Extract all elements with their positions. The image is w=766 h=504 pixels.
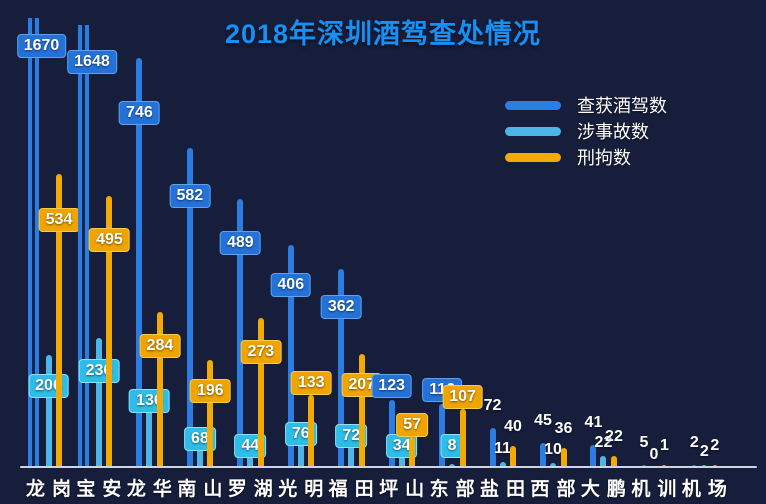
legend-item-accidents[interactable]: 涉事故数 bbox=[505, 118, 667, 144]
value-label-checked-南山: 582 bbox=[169, 183, 211, 208]
x-axis-label-西部: 西部 bbox=[530, 479, 583, 500]
value-label-checked-盐田: 72 bbox=[483, 397, 502, 415]
value-label-detained-东部: 107 bbox=[442, 385, 483, 410]
value-label-detained-南山: 196 bbox=[189, 378, 231, 403]
x-axis-label-坪山: 坪山 bbox=[379, 479, 432, 500]
bar-accidents-龙华[interactable] bbox=[146, 393, 153, 468]
bar-checked-西部[interactable] bbox=[540, 443, 546, 468]
x-axis-label-龙华: 龙华 bbox=[126, 479, 179, 500]
bar-accidents-大鹏[interactable] bbox=[600, 455, 607, 468]
x-axis-label-盐田: 盐田 bbox=[480, 479, 533, 500]
bar-detained-福田[interactable] bbox=[358, 354, 365, 468]
value-label-checked-罗湖: 489 bbox=[219, 230, 261, 255]
bar-checked-福田[interactable] bbox=[338, 268, 345, 468]
value-label-detained-罗湖: 273 bbox=[240, 339, 282, 364]
value-label-detained-西部: 36 bbox=[554, 420, 573, 438]
chart-legend: 查获酒驾数涉事故数刑拘数 bbox=[505, 92, 667, 170]
legend-marker-detained bbox=[505, 152, 561, 162]
legend-label-accidents: 涉事故数 bbox=[577, 122, 649, 142]
value-label-checked-宝安: 1648 bbox=[67, 50, 117, 74]
value-label-detained-坪山: 57 bbox=[396, 412, 429, 437]
legend-marker-accidents bbox=[505, 126, 561, 136]
bar-detained-南山[interactable] bbox=[207, 360, 214, 468]
bar-accidents-龙岗[interactable] bbox=[45, 354, 52, 468]
bar-checked-大鹏[interactable] bbox=[590, 445, 597, 468]
value-label-accidents-盐田: 11 bbox=[494, 439, 512, 457]
value-label-checked-机场: 2 bbox=[689, 434, 699, 451]
bar-detained-罗湖[interactable] bbox=[257, 317, 264, 468]
bar-detained-龙华[interactable] bbox=[156, 311, 163, 468]
value-label-accidents-机训: 0 bbox=[649, 446, 659, 463]
value-label-detained-盐田: 40 bbox=[504, 418, 522, 435]
legend-marker-checked bbox=[505, 100, 561, 110]
bar-detained-宝安[interactable] bbox=[106, 195, 113, 468]
bar-detained-坪山[interactable] bbox=[409, 436, 416, 468]
x-axis-label-罗湖: 罗湖 bbox=[227, 479, 280, 500]
legend-item-detained[interactable]: 刑拘数 bbox=[505, 144, 667, 170]
value-label-checked-龙岗: 1670 bbox=[16, 34, 67, 58]
legend-label-checked: 查获酒驾数 bbox=[577, 96, 667, 116]
bar-detained-光明[interactable] bbox=[308, 394, 315, 468]
bar-detained-西部[interactable] bbox=[560, 448, 567, 468]
bar-checked-宝安[interactable] bbox=[78, 25, 90, 468]
value-label-accidents-龙岗: 206 bbox=[28, 373, 69, 398]
bar-detained-大鹏[interactable] bbox=[610, 455, 617, 468]
bar-checked-罗湖[interactable] bbox=[237, 199, 244, 468]
x-axis-label-光明: 光明 bbox=[278, 479, 331, 500]
value-label-detained-大鹏: 22 bbox=[605, 427, 623, 445]
value-label-accidents-西部: 10 bbox=[544, 440, 562, 458]
value-label-accidents-机场: 2 bbox=[699, 443, 709, 460]
x-axis-label-福田: 福田 bbox=[328, 479, 381, 500]
x-axis-label-龙岗: 龙岗 bbox=[25, 479, 79, 500]
value-label-checked-坪山: 123 bbox=[371, 374, 412, 399]
value-label-checked-西部: 45 bbox=[534, 412, 552, 430]
bar-detained-东部[interactable] bbox=[459, 409, 466, 468]
legend-label-detained: 刑拘数 bbox=[577, 148, 631, 168]
value-label-detained-宝安: 495 bbox=[89, 227, 130, 252]
bar-checked-盐田[interactable] bbox=[489, 428, 496, 468]
value-label-detained-龙华: 284 bbox=[139, 334, 181, 359]
bar-checked-龙岗[interactable] bbox=[28, 18, 39, 468]
bar-checked-龙华[interactable] bbox=[136, 57, 143, 468]
value-label-accidents-龙华: 136 bbox=[129, 389, 170, 414]
value-label-detained-光明: 133 bbox=[290, 370, 332, 395]
bar-accidents-坪山[interactable] bbox=[398, 449, 405, 468]
bar-accidents-盐田[interactable] bbox=[499, 461, 506, 468]
value-label-checked-大鹏: 41 bbox=[584, 414, 603, 432]
bar-detained-龙岗[interactable] bbox=[56, 174, 62, 468]
value-label-detained-龙岗: 534 bbox=[38, 207, 80, 232]
value-label-detained-机训: 1 bbox=[659, 437, 669, 454]
x-axis-label-东部: 东部 bbox=[429, 479, 482, 500]
value-label-checked-光明: 406 bbox=[270, 272, 312, 297]
value-label-accidents-大鹏: 22 bbox=[594, 433, 613, 451]
bar-accidents-光明[interactable] bbox=[297, 426, 304, 468]
x-axis-label-机场: 机场 bbox=[681, 479, 734, 500]
x-axis-label-宝安: 宝安 bbox=[76, 479, 129, 500]
bar-accidents-宝安[interactable] bbox=[95, 338, 102, 468]
x-axis-line bbox=[20, 466, 757, 468]
x-axis-label-南山: 南山 bbox=[177, 479, 230, 500]
value-label-detained-机场: 2 bbox=[710, 437, 720, 454]
value-label-checked-福田: 362 bbox=[320, 294, 362, 319]
bar-detained-盐田[interactable] bbox=[510, 446, 517, 468]
value-label-accidents-宝安: 236 bbox=[78, 358, 120, 383]
bar-checked-光明[interactable] bbox=[287, 244, 294, 468]
value-label-checked-机训: 5 bbox=[639, 434, 649, 451]
x-axis-label-机训: 机训 bbox=[631, 479, 684, 500]
chart-title: 2018年深圳酒驾查处情况 bbox=[224, 19, 542, 49]
legend-item-checked[interactable]: 查获酒驾数 bbox=[505, 92, 667, 118]
bar-accidents-西部[interactable] bbox=[550, 462, 556, 468]
bar-accidents-东部[interactable] bbox=[449, 463, 456, 468]
x-axis-label-大鹏: 大鹏 bbox=[580, 479, 633, 500]
value-label-checked-龙华: 746 bbox=[119, 100, 160, 125]
bar-checked-南山[interactable] bbox=[186, 147, 193, 468]
